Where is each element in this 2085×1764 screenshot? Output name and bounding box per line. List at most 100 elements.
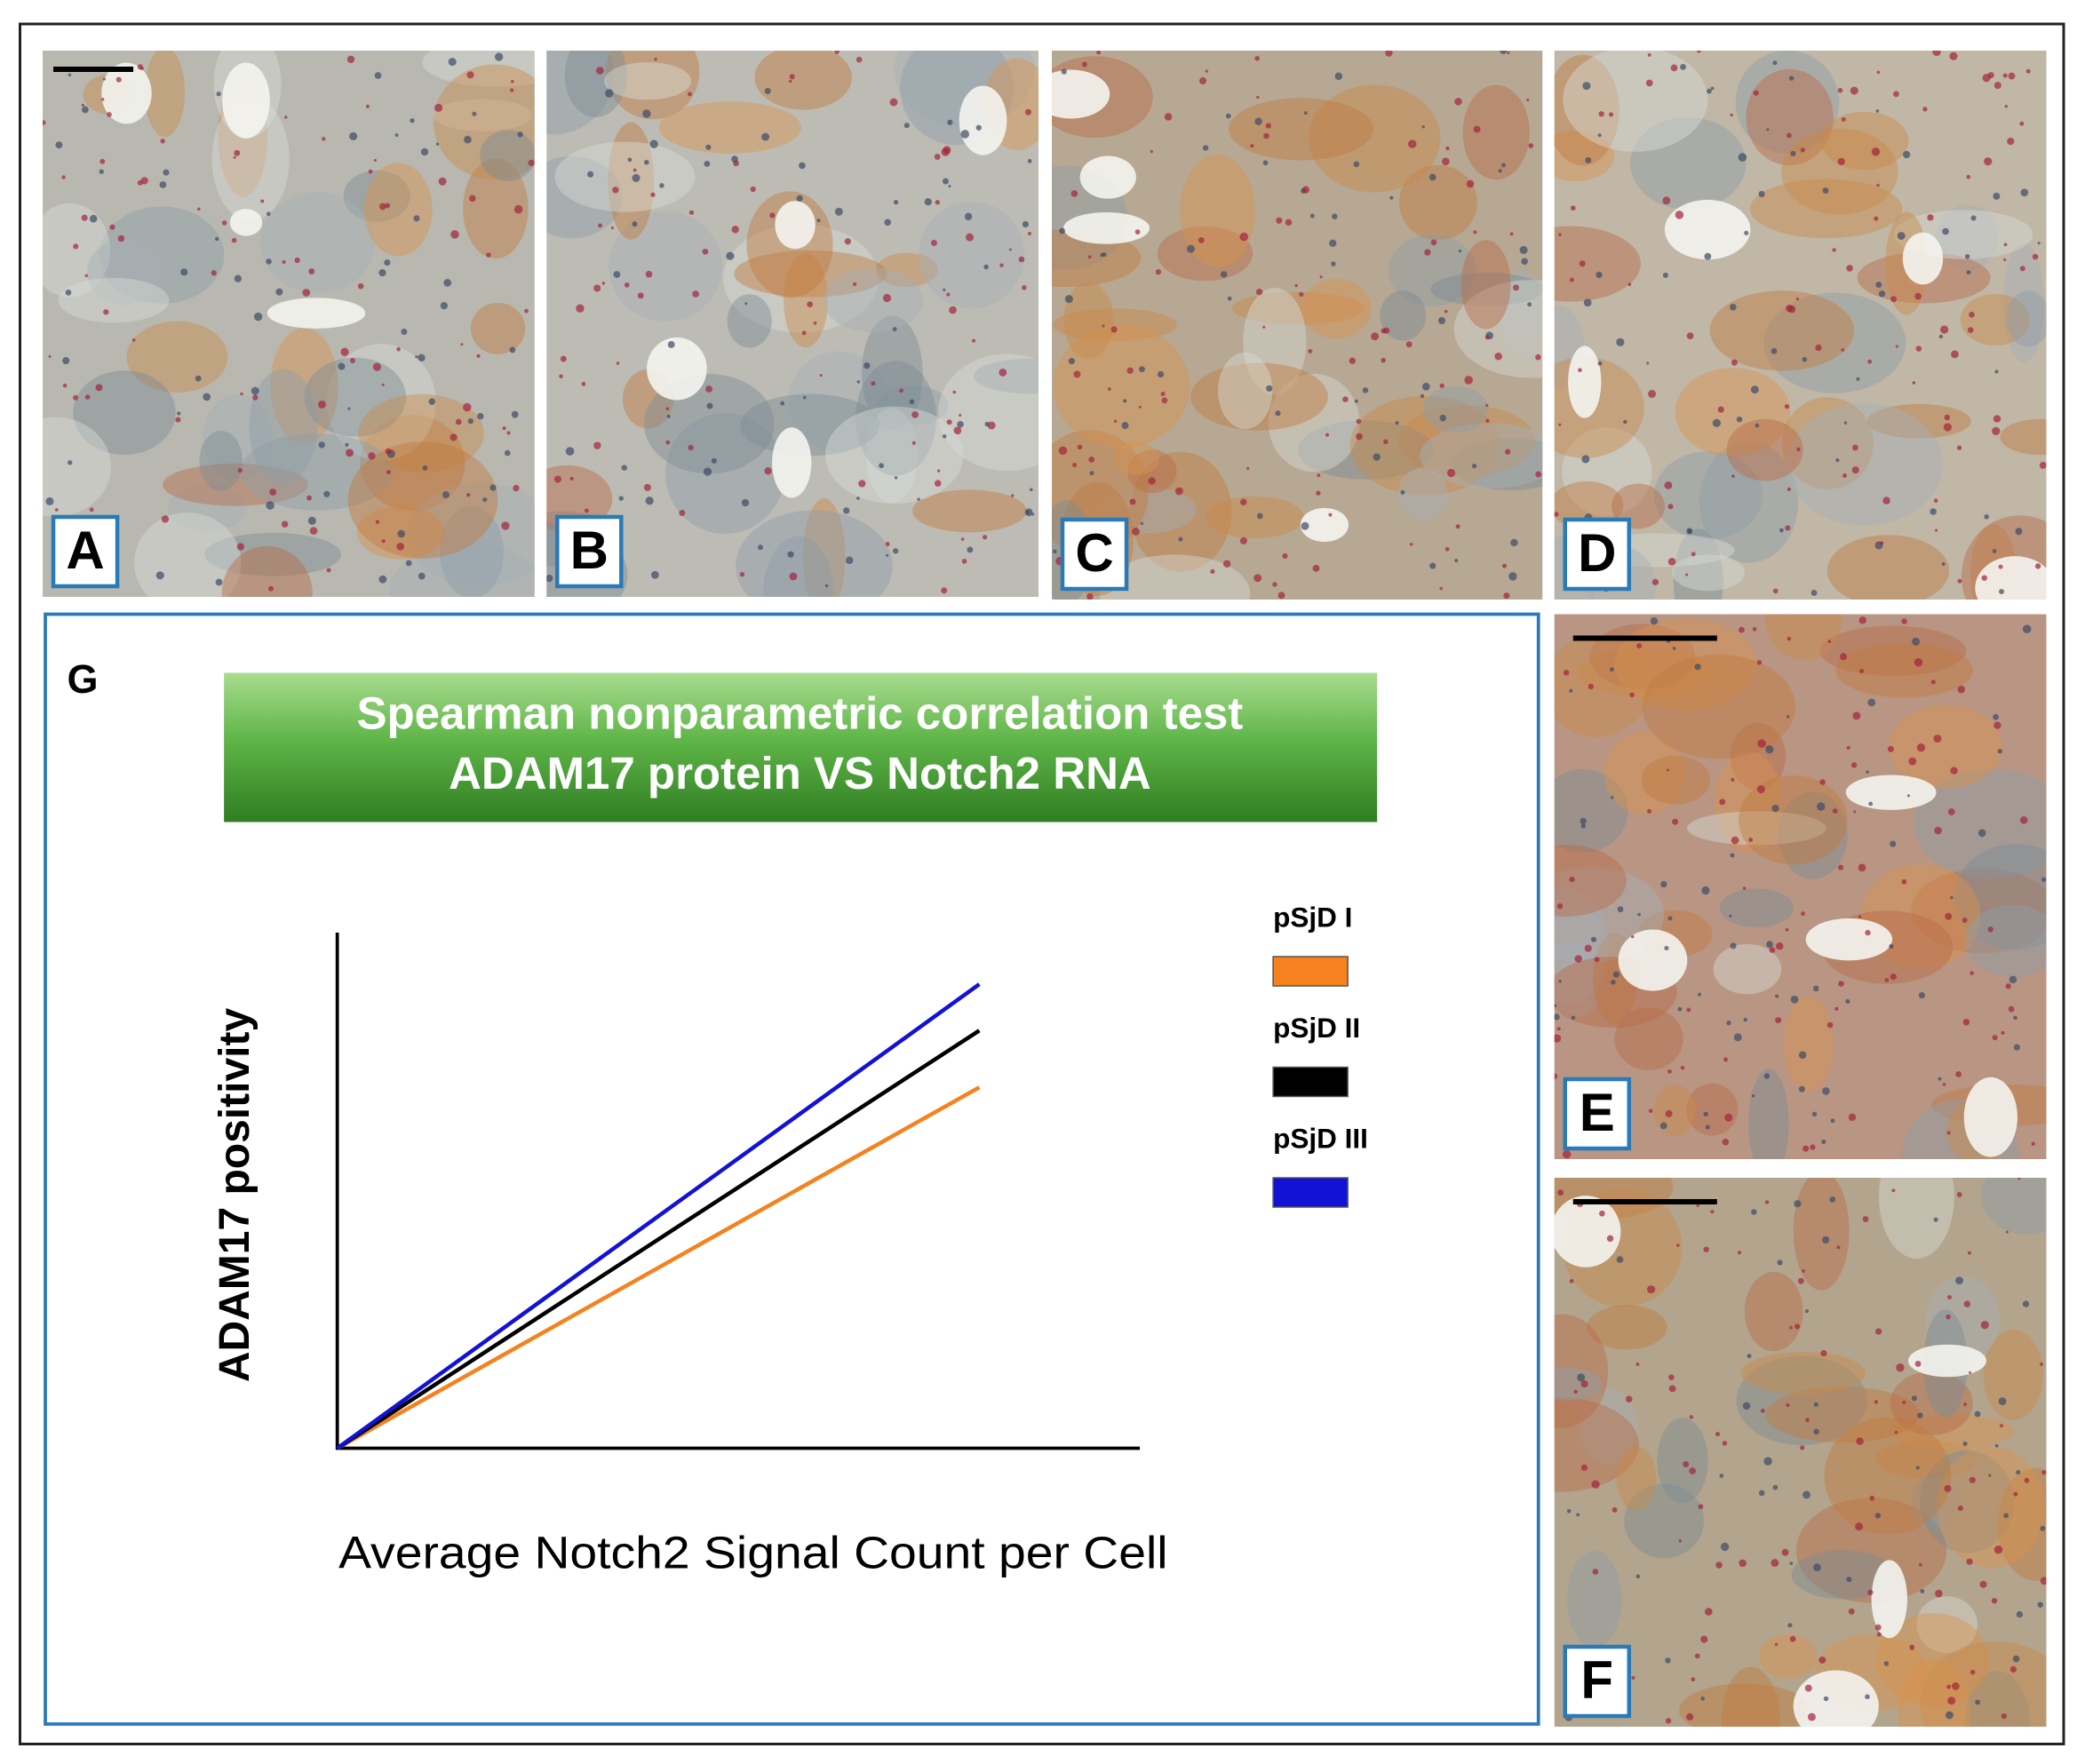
tissue-blob xyxy=(1349,395,1500,496)
tissue-blob xyxy=(1795,1498,1947,1603)
series-line xyxy=(336,982,981,1450)
tissue-blob xyxy=(1675,368,1791,457)
stain-dot xyxy=(1509,232,1514,236)
tissue-blob xyxy=(1554,844,1627,917)
tissue-blob xyxy=(1784,996,1834,1093)
stain-dot xyxy=(1437,316,1446,325)
stain-dot xyxy=(1992,426,2001,435)
stain-dot xyxy=(2022,1300,2030,1307)
stain-dot xyxy=(1853,810,1857,814)
stain-dot xyxy=(796,195,803,202)
stain-dot xyxy=(2019,121,2025,126)
stain-dot xyxy=(1645,79,1653,87)
stain-dot xyxy=(703,467,712,476)
stain-dot xyxy=(1837,864,1844,870)
tissue-blob xyxy=(1642,654,1796,759)
lumen xyxy=(1902,232,1944,285)
stain-dot xyxy=(1227,296,1232,301)
tissue-blob xyxy=(1699,441,1799,563)
stain-dot xyxy=(1646,1285,1656,1294)
stain-dot xyxy=(1993,1545,2003,1554)
stain-dot xyxy=(1784,403,1790,409)
lumen xyxy=(1079,155,1136,199)
tissue-blob xyxy=(608,122,655,240)
tissue-blob xyxy=(1297,420,1435,480)
x-axis-label: Average Notch2 Signal Count per Cell xyxy=(338,1527,1167,1577)
stain-dot xyxy=(1667,504,1674,510)
tissue-blob xyxy=(1389,234,1476,306)
panel-label-box xyxy=(1563,1077,1632,1151)
stain-dot xyxy=(1950,895,1954,900)
stain-dot xyxy=(494,52,504,61)
stain-dot xyxy=(1942,1083,1946,1086)
stain-dot xyxy=(95,384,103,392)
tissue-blob xyxy=(1960,293,2031,346)
stain-dot xyxy=(322,137,326,141)
stain-dot xyxy=(1473,230,1477,234)
stain-dot xyxy=(1254,56,1260,61)
stain-dot xyxy=(1088,457,1095,463)
stain-dot xyxy=(1720,1542,1730,1552)
panel-label: F xyxy=(1580,1650,1613,1710)
tissue-blob xyxy=(784,253,828,348)
stain-dot xyxy=(1087,255,1092,259)
stain-dot xyxy=(2037,242,2041,245)
stain-dot xyxy=(593,441,601,449)
stain-dot xyxy=(1704,1608,1713,1616)
stain-dot xyxy=(1823,1696,1829,1702)
stain-dot xyxy=(1590,936,1597,942)
tissue-blob xyxy=(1926,1275,2000,1363)
panel-label-box xyxy=(1060,517,1129,592)
tissue-blob xyxy=(802,498,846,597)
panel-label: A xyxy=(66,520,104,580)
stain-dot xyxy=(1730,113,1733,117)
tissue-blob xyxy=(722,224,879,333)
stain-dot xyxy=(1805,1418,1810,1423)
stain-dot xyxy=(2034,563,2041,569)
tissue-blob xyxy=(259,192,375,293)
stain-dot xyxy=(924,198,932,206)
lumen xyxy=(222,62,270,139)
stain-dot xyxy=(1930,508,1937,515)
tissue-blob xyxy=(876,385,949,425)
stain-dot xyxy=(911,411,919,418)
stain-dot xyxy=(1664,481,1673,489)
stain-dot xyxy=(807,301,814,307)
tissue-blob xyxy=(1709,290,1854,371)
stain-dot xyxy=(2013,1015,2017,1021)
stain-dot xyxy=(1646,362,1650,365)
tissue-blob xyxy=(1053,325,1190,449)
tissue-blob xyxy=(1937,1446,2045,1569)
tissue-blob xyxy=(1835,642,1973,698)
stain-dot xyxy=(1775,994,1779,998)
stain-dot xyxy=(1558,423,1562,426)
stain-dot xyxy=(984,421,990,427)
stain-dot xyxy=(1790,150,1796,157)
stain-dot xyxy=(1949,52,1958,60)
stain-dot xyxy=(2015,528,2023,536)
stain-dot xyxy=(1580,1380,1588,1388)
stain-dot xyxy=(84,274,88,278)
stain-dot xyxy=(1837,87,1843,93)
stain-dot xyxy=(1703,1246,1709,1252)
tissue-blob xyxy=(480,130,535,181)
stain-dot xyxy=(863,362,871,369)
stain-dot xyxy=(1070,190,1078,197)
stain-dot xyxy=(435,142,440,146)
stain-dot xyxy=(605,89,614,98)
stain-dot xyxy=(1766,941,1773,949)
stain-dot xyxy=(1262,160,1269,166)
stain-dot xyxy=(1874,1624,1882,1631)
tissue-blob xyxy=(1554,226,1641,302)
stain-dot xyxy=(1962,1441,1968,1447)
stain-dot xyxy=(1696,51,1701,53)
stain-dot xyxy=(1250,144,1254,148)
stain-dot xyxy=(1405,341,1413,348)
stain-dot xyxy=(1820,1349,1827,1357)
stain-dot xyxy=(999,263,1004,267)
tissue-blob xyxy=(1566,1550,1622,1648)
legend-swatch xyxy=(1272,1066,1349,1098)
stain-dot xyxy=(1724,1113,1733,1122)
stain-dot xyxy=(1946,1684,1951,1689)
stain-dot xyxy=(1178,536,1183,542)
